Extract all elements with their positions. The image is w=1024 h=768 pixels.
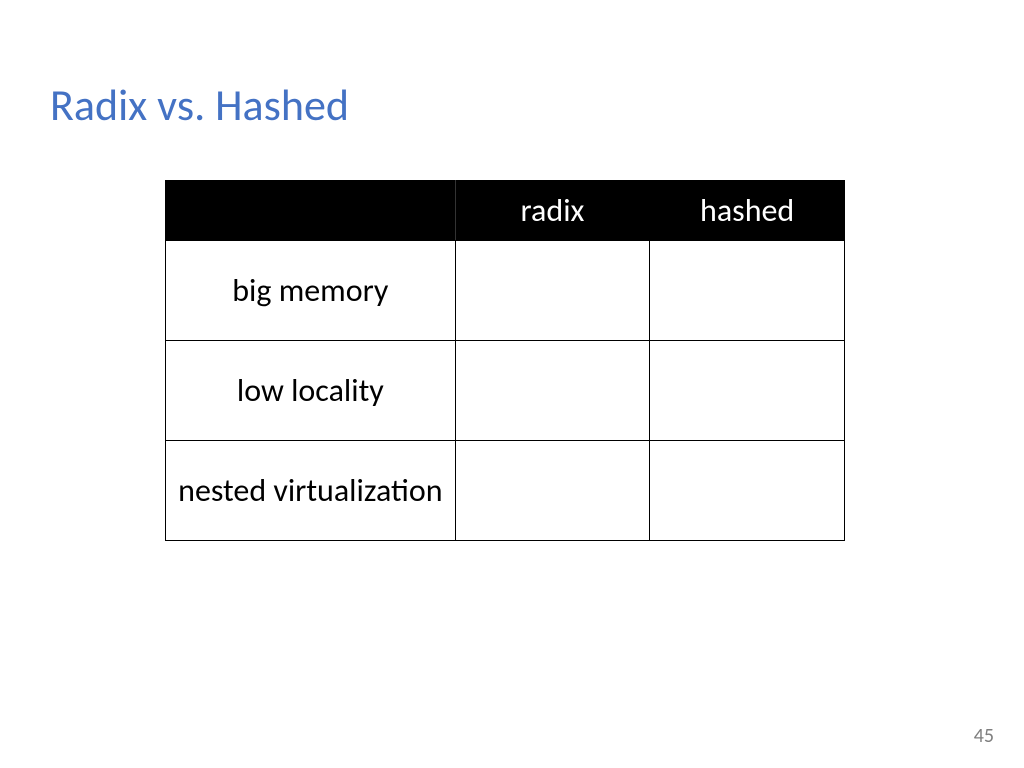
cell-hashed [650, 341, 845, 441]
page-number: 45 [974, 724, 994, 748]
header-radix: radix [455, 181, 650, 241]
slide-title: Radix vs. Hashed [50, 78, 349, 132]
table-row: nested virtualization [166, 441, 845, 541]
header-empty [166, 181, 456, 241]
header-hashed: hashed [650, 181, 845, 241]
comparison-table: radix hashed big memory low locality nes… [165, 180, 845, 541]
table-row: low locality [166, 341, 845, 441]
table-header-row: radix hashed [166, 181, 845, 241]
row-label: low locality [166, 341, 456, 441]
cell-radix [455, 341, 650, 441]
row-label: big memory [166, 241, 456, 341]
cell-radix [455, 241, 650, 341]
table-row: big memory [166, 241, 845, 341]
cell-hashed [650, 441, 845, 541]
cell-radix [455, 441, 650, 541]
cell-hashed [650, 241, 845, 341]
row-label: nested virtualization [166, 441, 456, 541]
